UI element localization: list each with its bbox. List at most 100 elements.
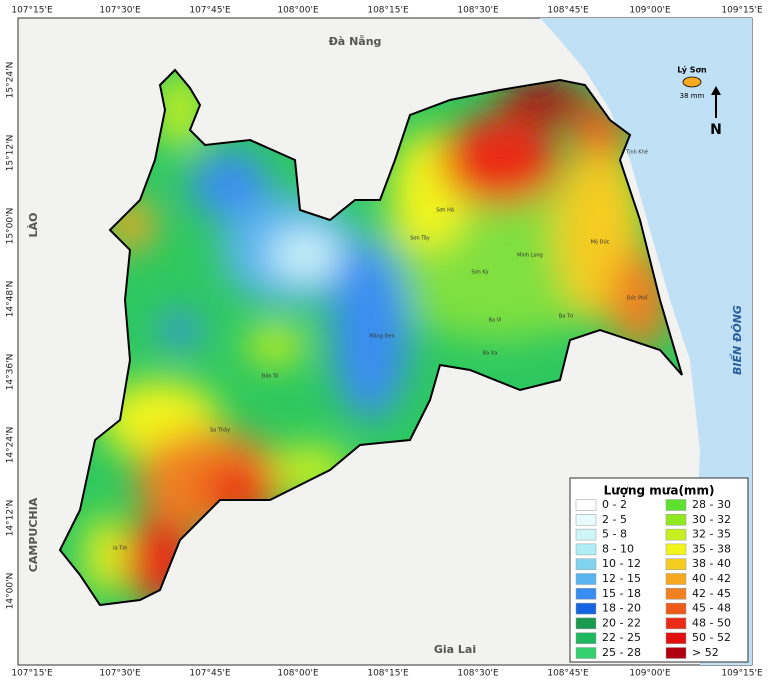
place-label: Gia Lai — [434, 643, 476, 656]
commune-label: Sơn Tây — [410, 235, 430, 242]
longitude-label: 107°30'E — [99, 6, 141, 16]
legend-box — [569, 477, 749, 663]
legend-label: 50 - 52 — [692, 631, 731, 644]
legend-swatch — [575, 647, 597, 659]
place-label: Đà Nẵng — [329, 35, 382, 48]
legend-label: 8 - 10 — [602, 542, 634, 555]
longitude-label: 108°00'E — [277, 669, 319, 679]
longitude-label: 108°00'E — [277, 6, 319, 16]
latitude-label: 15°12'N — [6, 135, 16, 172]
legend-swatch — [665, 647, 687, 659]
island — [682, 76, 702, 88]
longitude-label: 107°30'E — [99, 669, 141, 679]
latitude-label: 15°00'N — [6, 208, 16, 245]
legend-label: 42 - 45 — [692, 587, 731, 600]
longitude-label: 107°45'E — [189, 669, 231, 679]
commune-label: Minh Long — [517, 253, 543, 259]
legend-label: 20 - 22 — [602, 616, 641, 629]
legend-swatch — [575, 514, 597, 526]
legend-label: 40 - 42 — [692, 572, 731, 585]
legend-swatch — [665, 499, 687, 511]
coordinate-labels: 107°15'E 107°15'E 107°30'E 107°30'E 107°45'E… — [6, 6, 763, 679]
commune-label: Mộ Đức — [591, 239, 610, 246]
legend-swatch — [575, 632, 597, 644]
legend-label: 32 - 35 — [692, 528, 731, 541]
longitude-label: 107°15'E — [11, 6, 53, 16]
legend-swatch — [575, 528, 597, 541]
commune-label: Ba Vì — [489, 317, 503, 324]
commune-label: Đăk Tô — [262, 373, 279, 380]
legend-swatch — [575, 573, 597, 585]
legend-label: 15 - 18 — [602, 587, 641, 600]
legend-swatch — [665, 558, 687, 570]
commune-label: Đức Phổ — [627, 295, 648, 302]
longitude-label: 109°00'E — [629, 669, 671, 679]
north-arrowhead — [711, 86, 721, 95]
commune-label: Tịnh Khê — [625, 149, 648, 156]
legend-label: 38 - 40 — [692, 557, 731, 570]
commune-labels: Sơn Hà Sơn Tây Minh Long Mộ Đức Đức Phổ Ba Tơ… — [113, 149, 648, 552]
island-rainfall: 38 mm — [680, 92, 705, 100]
commune-label: Sơn Kỳ — [471, 269, 488, 276]
commune-label: Sa Thầy — [210, 426, 230, 434]
legend-label: 30 - 32 — [692, 513, 731, 526]
longitude-label: 107°45'E — [189, 6, 231, 16]
legend-label: 25 - 28 — [602, 646, 641, 659]
legend-swatch — [575, 617, 597, 630]
longitude-label: 108°15'E — [367, 669, 409, 679]
latitude-label: 14°00'N — [6, 573, 16, 610]
legend-swatch — [665, 543, 687, 556]
north-label: N — [710, 122, 722, 138]
legend-label: > 52 — [692, 646, 719, 659]
legend-swatch — [665, 573, 687, 585]
legend-label: 5 - 8 — [602, 528, 627, 541]
legend-label: 48 - 50 — [692, 616, 731, 629]
longitude-label: 108°30'E — [457, 669, 499, 679]
commune-label: Ba Tơ — [559, 314, 574, 320]
longitude-label: 108°45'E — [547, 669, 589, 679]
legend-label: 2 - 5 — [602, 513, 627, 526]
latitude-label: 14°36'N — [6, 354, 16, 391]
latitude-label: 14°12'N — [6, 500, 16, 537]
longitude-label: 108°15'E — [367, 6, 409, 16]
commune-label: Măng Đen — [369, 334, 394, 340]
longitude-label: 109°00'E — [629, 6, 671, 16]
latitude-label: 14°24'N — [6, 427, 16, 464]
legend-swatch — [575, 588, 597, 600]
legend-swatch — [575, 558, 597, 570]
longitude-label: 109°15'E — [721, 669, 763, 679]
island-name: Lý Sơn — [677, 66, 707, 75]
longitude-label: 108°45'E — [547, 6, 589, 16]
legend-label: 10 - 12 — [602, 557, 641, 570]
legend-swatch — [665, 602, 687, 615]
legend-swatch — [665, 514, 687, 526]
legend-label: 35 - 38 — [692, 542, 731, 555]
legend-swatch — [665, 528, 687, 541]
commune-label: Ia Tơi — [113, 546, 127, 552]
legend-label: 12 - 15 — [602, 572, 641, 585]
legend-title: Lượng mưa(mm) — [604, 484, 715, 498]
place-label: CAMPUCHIA — [27, 497, 40, 572]
commune-label: Ba Xa — [483, 351, 498, 357]
place-label: BIỂN ĐÔNG — [729, 305, 744, 375]
latitude-label: 14°48'N — [6, 281, 16, 318]
place-label: LÀO — [27, 213, 40, 238]
legend-label: 45 - 48 — [692, 602, 731, 615]
legend-label: 22 - 25 — [602, 631, 641, 644]
legend-swatch — [575, 602, 597, 615]
legend-label: 0 - 2 — [602, 498, 627, 511]
legend-label: 18 - 20 — [602, 602, 641, 615]
legend-swatch — [575, 543, 597, 556]
legend-label: 28 - 30 — [692, 498, 731, 511]
legend-swatch — [665, 617, 687, 630]
longitude-label: 109°15'E — [721, 6, 763, 16]
legend-swatch — [665, 632, 687, 644]
legend-swatch — [665, 588, 687, 600]
legend: Lượng mưa(mm) 0 - 2 2 - 5 5 - 88 - 10 10 - … — [569, 477, 749, 663]
longitude-label: 107°15'E — [11, 669, 53, 679]
legend-swatch — [575, 499, 597, 511]
commune-label: Sơn Hà — [436, 207, 454, 214]
latitude-label: 15°24'N — [6, 62, 16, 99]
longitude-label: 108°30'E — [457, 6, 499, 16]
